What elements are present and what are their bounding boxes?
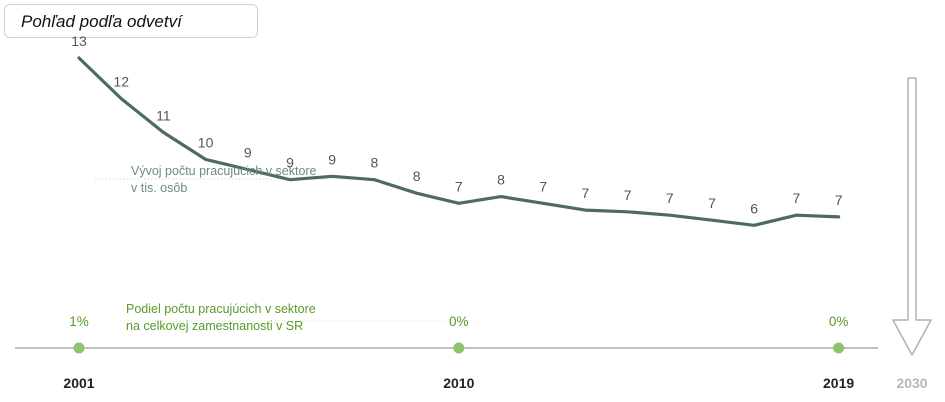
data-label: 11 bbox=[156, 107, 171, 123]
share-label: 0% bbox=[829, 314, 849, 329]
share-annotation: Podiel počtu pracujúcich v sektore bbox=[126, 302, 316, 316]
share-point bbox=[453, 342, 465, 354]
data-label: 7 bbox=[793, 190, 801, 206]
data-label: 6 bbox=[750, 200, 758, 216]
data-label: 13 bbox=[71, 33, 87, 49]
data-label: 7 bbox=[539, 178, 547, 194]
x-tick-label: 2001 bbox=[63, 375, 94, 391]
share-annotation: na celkovej zamestnanosti v SR bbox=[126, 319, 303, 333]
title-box: Pohľad podľa odvetví bbox=[4, 4, 258, 38]
share-point bbox=[73, 342, 85, 354]
data-label: 8 bbox=[497, 172, 505, 188]
chart-title: Pohľad podľa odvetví bbox=[21, 12, 182, 31]
value-labels: 13 12 11 10 9 9 9 8 8 7 8 7 7 7 7 7 6 7 7 Vývoj počtu pracu… bbox=[71, 33, 842, 216]
data-label: 7 bbox=[582, 185, 590, 201]
x-tick-label: 2019 bbox=[823, 375, 854, 391]
data-label: 9 bbox=[244, 145, 252, 161]
share-point bbox=[833, 342, 845, 354]
share-label: 1% bbox=[69, 314, 89, 329]
employment-annotation: v tis. osôb bbox=[131, 181, 187, 195]
future-year-label: 2030 bbox=[896, 375, 927, 391]
data-label: 7 bbox=[835, 192, 843, 208]
data-label: 8 bbox=[371, 155, 379, 171]
guides bbox=[95, 178, 446, 322]
down-arrow-icon bbox=[892, 77, 932, 356]
data-label: 9 bbox=[286, 155, 294, 171]
share-series: 1% 0% 0% Podiel počtu pracujúcich v sektore… bbox=[69, 302, 848, 354]
x-tick-label: 2010 bbox=[443, 375, 474, 391]
data-label: 10 bbox=[198, 134, 214, 150]
x-tick-labels: 2001 2010 2019 bbox=[63, 375, 854, 391]
employment-line bbox=[77, 56, 841, 227]
x-axis bbox=[15, 344, 878, 352]
future-arrow: 2030 bbox=[892, 77, 932, 391]
data-label: 12 bbox=[113, 74, 129, 90]
employment-series bbox=[77, 56, 841, 227]
data-label: 8 bbox=[413, 168, 421, 184]
share-label: 0% bbox=[449, 314, 469, 329]
data-label: 7 bbox=[666, 190, 674, 206]
data-label: 7 bbox=[708, 195, 716, 211]
data-label: 7 bbox=[455, 178, 463, 194]
employment-annotation: Vývoj počtu pracujúcich v sektore bbox=[131, 164, 317, 178]
data-label: 9 bbox=[328, 151, 336, 167]
data-label: 7 bbox=[624, 187, 632, 203]
